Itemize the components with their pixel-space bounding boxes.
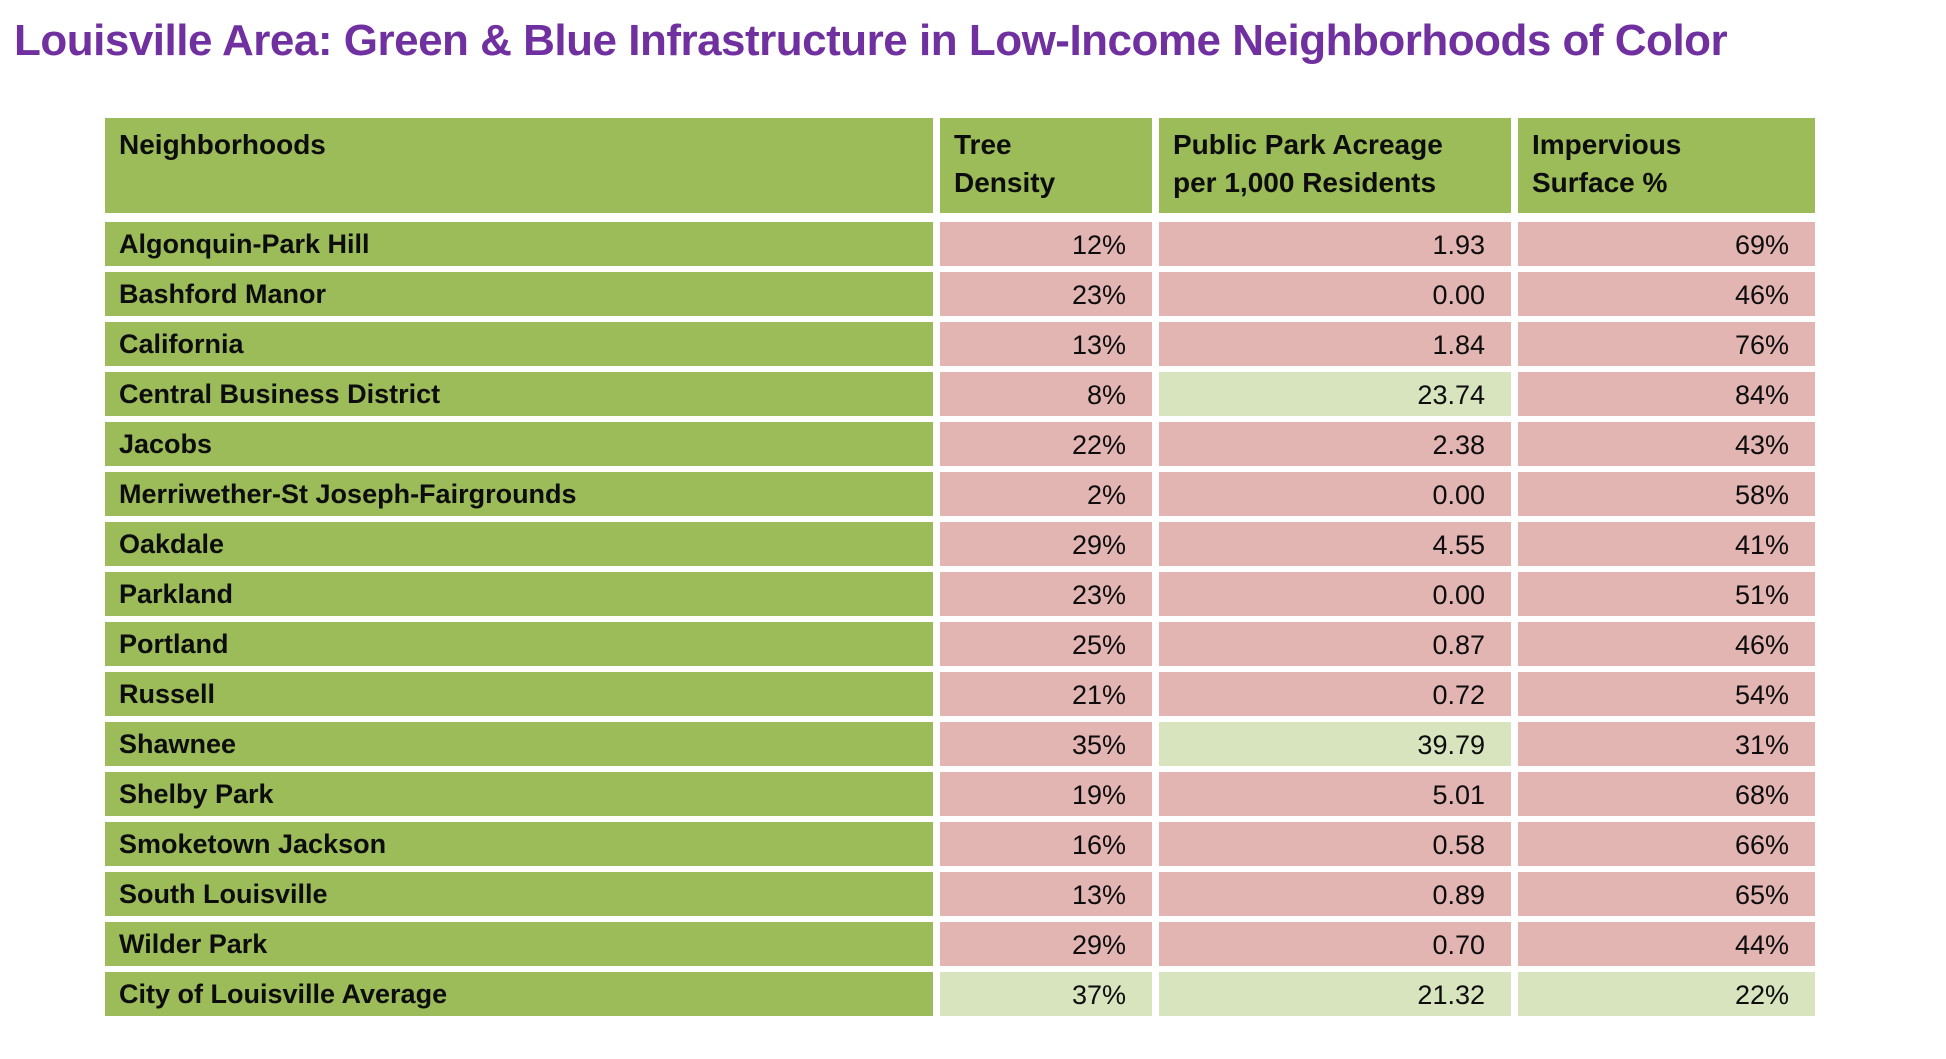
park-acreage-value: 39.79: [1159, 722, 1511, 766]
column-header-impervious-surface: Impervious Surface %: [1518, 118, 1815, 213]
impervious-surface-value: 54%: [1518, 672, 1815, 716]
column-header-tree-density: Tree Density: [940, 118, 1152, 213]
table-row: South Louisville 13% 0.89 65%: [105, 872, 1815, 916]
park-acreage-value: 0.89: [1159, 872, 1511, 916]
park-acreage-value: 23.74: [1159, 372, 1511, 416]
tree-density-value: 2%: [940, 472, 1152, 516]
neighborhood-name: Shelby Park: [105, 772, 933, 816]
tree-density-value: 37%: [940, 972, 1152, 1016]
tree-density-value: 23%: [940, 572, 1152, 616]
impervious-surface-value: 65%: [1518, 872, 1815, 916]
tree-density-value: 16%: [940, 822, 1152, 866]
neighborhood-name: Merriwether-St Joseph-Fairgrounds: [105, 472, 933, 516]
table-row: Merriwether-St Joseph-Fairgrounds 2% 0.00 5…: [105, 472, 1815, 516]
neighborhood-name: California: [105, 322, 933, 366]
tree-density-value: 12%: [940, 222, 1152, 266]
tree-density-value: 13%: [940, 322, 1152, 366]
park-acreage-value: 0.87: [1159, 622, 1511, 666]
impervious-surface-value: 58%: [1518, 472, 1815, 516]
neighborhood-name: Central Business District: [105, 372, 933, 416]
neighborhood-name: Oakdale: [105, 522, 933, 566]
impervious-surface-value: 66%: [1518, 822, 1815, 866]
impervious-surface-value: 41%: [1518, 522, 1815, 566]
impervious-surface-value: 46%: [1518, 272, 1815, 316]
tree-density-value: 29%: [940, 522, 1152, 566]
park-acreage-value: 0.00: [1159, 572, 1511, 616]
table-row: Wilder Park 29% 0.70 44%: [105, 922, 1815, 966]
park-acreage-value: 1.84: [1159, 322, 1511, 366]
impervious-surface-value: 69%: [1518, 222, 1815, 266]
park-acreage-value: 0.70: [1159, 922, 1511, 966]
tree-density-value: 13%: [940, 872, 1152, 916]
impervious-surface-value: 84%: [1518, 372, 1815, 416]
park-acreage-value: 1.93: [1159, 222, 1511, 266]
table-row: Algonquin-Park Hill 12% 1.93 69%: [105, 222, 1815, 266]
page-title: Louisville Area: Green & Blue Infrastruc…: [14, 16, 1728, 65]
impervious-surface-value: 68%: [1518, 772, 1815, 816]
neighborhood-name: City of Louisville Average: [105, 972, 933, 1016]
tree-density-value: 22%: [940, 422, 1152, 466]
park-acreage-value: 4.55: [1159, 522, 1511, 566]
neighborhood-name: Jacobs: [105, 422, 933, 466]
impervious-surface-value: 31%: [1518, 722, 1815, 766]
neighborhood-name: Algonquin-Park Hill: [105, 222, 933, 266]
neighborhood-name: Bashford Manor: [105, 272, 933, 316]
table-row: Portland 25% 0.87 46%: [105, 622, 1815, 666]
table-row: Shelby Park 19% 5.01 68%: [105, 772, 1815, 816]
table-row: Smoketown Jackson 16% 0.58 66%: [105, 822, 1815, 866]
park-acreage-value: 0.00: [1159, 272, 1511, 316]
column-header-neighborhoods: Neighborhoods: [105, 118, 933, 213]
tree-density-value: 23%: [940, 272, 1152, 316]
impervious-surface-value: 22%: [1518, 972, 1815, 1016]
table-row: Shawnee 35% 39.79 31%: [105, 722, 1815, 766]
neighborhood-name: Russell: [105, 672, 933, 716]
table-row: California 13% 1.84 76%: [105, 322, 1815, 366]
park-acreage-value: 0.58: [1159, 822, 1511, 866]
impervious-surface-value: 46%: [1518, 622, 1815, 666]
tree-density-value: 8%: [940, 372, 1152, 416]
park-acreage-value: 5.01: [1159, 772, 1511, 816]
tree-density-value: 25%: [940, 622, 1152, 666]
table-row: Parkland 23% 0.00 51%: [105, 572, 1815, 616]
tree-density-value: 29%: [940, 922, 1152, 966]
neighborhood-name: Shawnee: [105, 722, 933, 766]
neighborhood-name: Smoketown Jackson: [105, 822, 933, 866]
park-acreage-value: 21.32: [1159, 972, 1511, 1016]
infrastructure-table: Neighborhoods Tree Density Public Park A…: [105, 118, 1815, 1016]
table-body: Algonquin-Park Hill 12% 1.93 69% Bashford Ma…: [105, 222, 1815, 1016]
tree-density-value: 21%: [940, 672, 1152, 716]
tree-density-value: 19%: [940, 772, 1152, 816]
impervious-surface-value: 44%: [1518, 922, 1815, 966]
neighborhood-name: Wilder Park: [105, 922, 933, 966]
table-header-row: Neighborhoods Tree Density Public Park A…: [105, 118, 1815, 213]
park-acreage-value: 0.72: [1159, 672, 1511, 716]
column-header-park-acreage: Public Park Acreage per 1,000 Residents: [1159, 118, 1511, 213]
park-acreage-value: 2.38: [1159, 422, 1511, 466]
neighborhood-name: Parkland: [105, 572, 933, 616]
table-row: Central Business District 8% 23.74 84%: [105, 372, 1815, 416]
neighborhood-name: Portland: [105, 622, 933, 666]
neighborhood-name: South Louisville: [105, 872, 933, 916]
table-row: Russell 21% 0.72 54%: [105, 672, 1815, 716]
impervious-surface-value: 43%: [1518, 422, 1815, 466]
table-row: Jacobs 22% 2.38 43%: [105, 422, 1815, 466]
park-acreage-value: 0.00: [1159, 472, 1511, 516]
tree-density-value: 35%: [940, 722, 1152, 766]
table-row: City of Louisville Average 37% 21.32 22%: [105, 972, 1815, 1016]
impervious-surface-value: 76%: [1518, 322, 1815, 366]
table-row: Bashford Manor 23% 0.00 46%: [105, 272, 1815, 316]
table-row: Oakdale 29% 4.55 41%: [105, 522, 1815, 566]
impervious-surface-value: 51%: [1518, 572, 1815, 616]
